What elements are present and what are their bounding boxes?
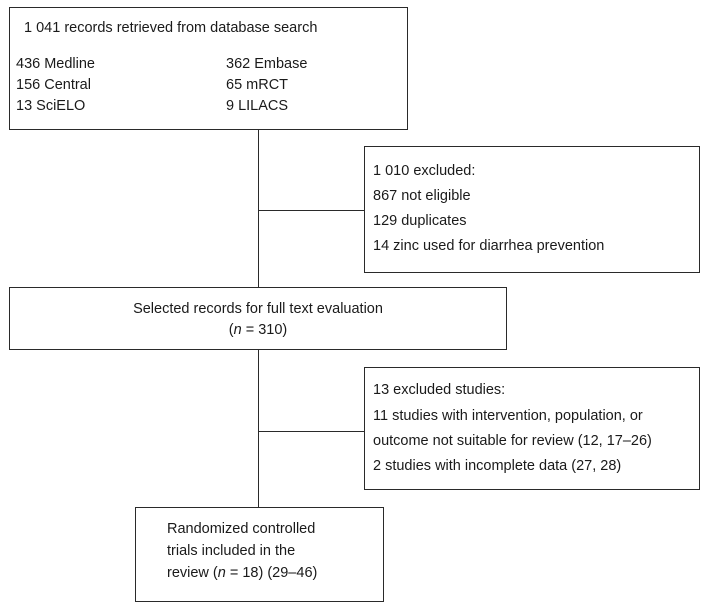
source-scielo: 13 SciELO	[16, 98, 86, 114]
excluded-item: 14 zinc used for diarrhea prevention	[373, 238, 605, 254]
excluded-studies-box: 13 excluded studies: 11 studies with int…	[364, 367, 700, 490]
source-lilacs: 9 LILACS	[226, 98, 289, 114]
source-central: 156 Central	[16, 77, 91, 93]
excluded-study-item: outcome not suitable for review (12, 17–…	[373, 433, 652, 449]
included-line-1: Randomized controlled	[167, 521, 316, 537]
included-line-2: trials included in the	[167, 543, 296, 559]
excluded-study-item: 11 studies with intervention, population…	[373, 408, 643, 424]
connector-fulltext-to-included	[258, 350, 260, 507]
included-trials-box: Randomized controlled trials included in…	[135, 507, 384, 602]
excluded-records-title: 1 010 excluded:	[373, 163, 476, 179]
fulltext-count: (n = 310)	[228, 322, 288, 338]
search-box-title: 1 041 records retrieved from database se…	[24, 20, 318, 36]
connector-search-to-fulltext	[258, 130, 260, 287]
excluded-records-box: 1 010 excluded: 867 not eligible 129 dup…	[364, 146, 700, 273]
connector-to-excluded-second	[258, 431, 364, 433]
excluded-studies-title: 13 excluded studies:	[373, 382, 506, 398]
source-medline: 436 Medline	[16, 56, 95, 72]
source-embase: 362 Embase	[226, 56, 308, 72]
fulltext-title: Selected records for full text evaluatio…	[133, 301, 383, 317]
excluded-item: 867 not eligible	[373, 188, 471, 204]
fulltext-evaluation-box: Selected records for full text evaluatio…	[9, 287, 507, 350]
excluded-item: 129 duplicates	[373, 213, 467, 229]
connector-to-excluded-first	[258, 210, 364, 212]
search-box: 1 041 records retrieved from database se…	[9, 7, 408, 130]
source-mrct: 65 mRCT	[226, 77, 289, 93]
included-line-3: review (n = 18) (29–46)	[167, 565, 318, 581]
excluded-study-item: 2 studies with incomplete data (27, 28)	[373, 458, 622, 474]
